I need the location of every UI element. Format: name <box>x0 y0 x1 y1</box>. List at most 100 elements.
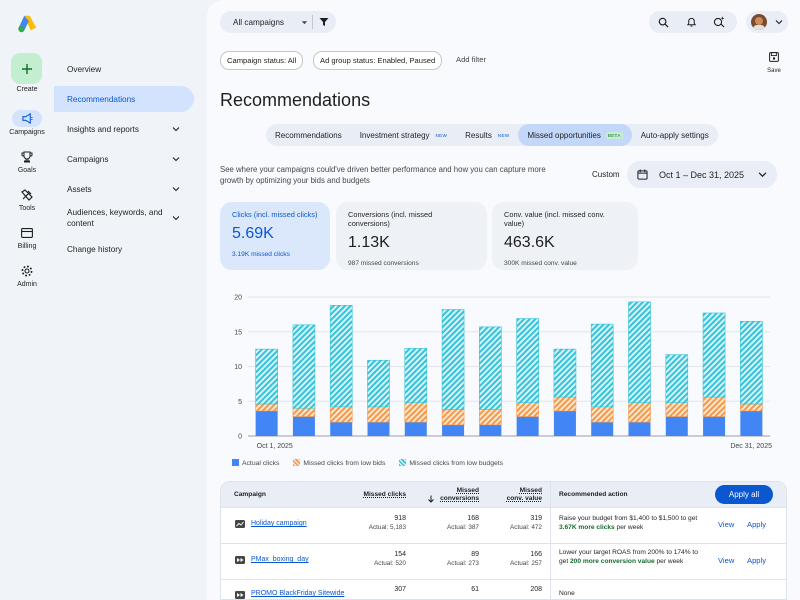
tab-results[interactable]: Results NEW <box>456 124 518 146</box>
bar-segment-actual-clicks[interactable] <box>665 416 688 436</box>
bar-segment-actual-clicks[interactable] <box>255 410 278 436</box>
save-icon <box>769 52 779 62</box>
tab-auto-apply-settings[interactable]: Auto-apply settings <box>632 124 718 146</box>
bar-segment-actual-clicks[interactable] <box>703 416 726 436</box>
nav-item-change-history[interactable]: Change history <box>54 242 194 256</box>
view-link[interactable]: View <box>718 556 735 565</box>
bar-segment-low-bids[interactable] <box>255 403 278 412</box>
metric-card-conv-value[interactable]: Conv. value (incl. missed conv. value) 4… <box>492 202 638 270</box>
bar-segment-low-budgets[interactable] <box>329 305 353 408</box>
campaign-name-link[interactable]: PROMO BlackFriday Sitewide <box>251 590 345 597</box>
bar-segment-actual-clicks[interactable] <box>330 422 353 436</box>
filter-chip-ad-group-status[interactable]: Ad group status: Enabled, Paused <box>313 51 443 70</box>
bar-segment-low-budgets[interactable] <box>590 323 614 408</box>
chevron-down-icon <box>758 172 767 178</box>
campaign-selector[interactable]: All campaigns <box>220 18 308 27</box>
trophy-icon <box>21 151 33 162</box>
bell-icon <box>686 17 696 27</box>
bar-segment-low-budgets[interactable] <box>367 359 390 408</box>
bar-segment-low-bids[interactable] <box>441 409 465 426</box>
bar-segment-low-bids[interactable] <box>516 402 539 417</box>
column-header-campaign[interactable]: Campaign <box>234 491 266 498</box>
missed-conv-value-cell: 166 Actual: 257 <box>490 551 542 567</box>
add-filter-link[interactable]: Add filter <box>456 55 486 64</box>
missed-conversions-cell: 89 Actual: 273 <box>427 551 479 567</box>
rail-item-tools[interactable]: Tools <box>0 186 54 212</box>
nav-item-campaigns[interactable]: Campaigns <box>54 152 194 166</box>
bar-segment-actual-clicks[interactable] <box>740 410 763 436</box>
bar-segment-actual-clicks[interactable] <box>591 422 614 436</box>
rail-item-label: Goals <box>17 167 37 174</box>
bar-segment-low-bids[interactable] <box>590 406 614 423</box>
bar-segment-low-budgets[interactable] <box>404 348 428 403</box>
bar-segment-low-budgets[interactable] <box>479 326 502 410</box>
bar-segment-low-bids[interactable] <box>367 406 390 423</box>
bar-segment-actual-clicks[interactable] <box>628 422 651 436</box>
bar-segment-actual-clicks[interactable] <box>479 424 502 436</box>
rail-item-goals[interactable]: Goals <box>0 148 54 174</box>
filter-button[interactable] <box>319 17 329 27</box>
campaign-name-link[interactable]: Holiday campaign <box>251 520 307 527</box>
bar-segment-actual-clicks[interactable] <box>442 424 465 436</box>
bar-segment-low-budgets[interactable] <box>255 348 278 405</box>
bar-segment-low-bids[interactable] <box>553 396 577 412</box>
bar-segment-low-budgets[interactable] <box>441 309 465 410</box>
rail-item-admin[interactable]: Admin <box>0 262 54 288</box>
bar-segment-actual-clicks[interactable] <box>367 422 390 436</box>
bar-segment-low-bids[interactable] <box>329 406 353 423</box>
legend-label: Actual clicks <box>242 460 280 467</box>
save-button[interactable]: Save <box>763 49 785 74</box>
sort-arrow-icon[interactable] <box>427 490 435 508</box>
bar-segment-low-bids[interactable] <box>628 402 651 423</box>
help-button[interactable] <box>707 11 731 33</box>
tab-missed-opportunities[interactable]: Missed opportunities BETA <box>518 124 632 146</box>
nav-item-insights-and-reports[interactable]: Insights and reports <box>54 122 194 136</box>
bar-segment-low-budgets[interactable] <box>665 354 689 403</box>
rec-text: None <box>559 590 575 597</box>
column-header-missed-conversions[interactable]: Missed conversions <box>440 487 479 502</box>
bar-segment-low-budgets[interactable] <box>628 301 651 403</box>
new-badge: NEW <box>435 132 448 138</box>
pmax-campaign-icon <box>235 591 245 599</box>
apply-all-button[interactable]: Apply all <box>715 485 773 504</box>
nav-item-assets[interactable]: Assets <box>54 182 194 196</box>
nav-item-audiences[interactable]: Audiences, keywords, and content <box>54 206 194 230</box>
create-button[interactable] <box>11 53 42 84</box>
campaign-name-link[interactable]: PMax_boxing_day <box>251 556 309 563</box>
metric-card-conversions[interactable]: Conversions (incl. missed conversions) 1… <box>336 202 487 270</box>
bar-segment-low-budgets[interactable] <box>292 324 316 409</box>
column-header-missed-conv-value[interactable]: Missed conv. value <box>506 487 542 502</box>
apply-link[interactable]: Apply <box>747 556 766 565</box>
bar-segment-actual-clicks[interactable] <box>553 410 576 436</box>
notifications-button[interactable] <box>679 11 703 33</box>
rail-item-campaigns[interactable]: Campaigns <box>0 110 54 136</box>
metric-card-clicks[interactable]: Clicks (incl. missed clicks) 5.69K 3.19K… <box>220 202 330 270</box>
bar-segment-low-bids[interactable] <box>740 403 763 412</box>
bar-segment-low-bids[interactable] <box>665 402 689 417</box>
filter-chip-campaign-status[interactable]: Campaign status: All <box>220 51 304 70</box>
bar-segment-low-bids[interactable] <box>702 396 726 417</box>
account-menu[interactable] <box>746 11 788 33</box>
column-header-missed-clicks[interactable]: Missed clicks <box>363 491 406 498</box>
bar-segment-low-budgets[interactable] <box>740 321 763 405</box>
bar-segment-low-budgets[interactable] <box>516 318 539 403</box>
bar-segment-low-bids[interactable] <box>479 409 502 426</box>
bar-segment-actual-clicks[interactable] <box>404 422 427 436</box>
bar-segment-low-budgets[interactable] <box>702 312 726 398</box>
bar-segment-actual-clicks[interactable] <box>516 416 539 436</box>
bar-segment-low-budgets[interactable] <box>553 348 577 398</box>
google-ads-logo[interactable] <box>16 13 38 35</box>
bar-segment-actual-clicks[interactable] <box>292 416 315 436</box>
bar-segment-low-bids[interactable] <box>292 407 316 417</box>
view-link[interactable]: View <box>718 520 735 529</box>
bar-segment-low-bids[interactable] <box>404 402 428 423</box>
rail-item-billing[interactable]: Billing <box>0 224 54 250</box>
date-range-picker[interactable]: Oct 1 – Dec 31, 2025 <box>627 161 777 188</box>
cell-value: 208 <box>530 586 542 593</box>
nav-item-overview[interactable]: Overview <box>54 62 194 76</box>
tab-investment-strategy[interactable]: Investment strategy NEW <box>351 124 456 146</box>
apply-link[interactable]: Apply <box>747 520 766 529</box>
search-button[interactable] <box>651 11 675 33</box>
nav-item-recommendations[interactable]: Recommendations <box>54 86 194 112</box>
tab-recommendations[interactable]: Recommendations <box>266 124 351 146</box>
